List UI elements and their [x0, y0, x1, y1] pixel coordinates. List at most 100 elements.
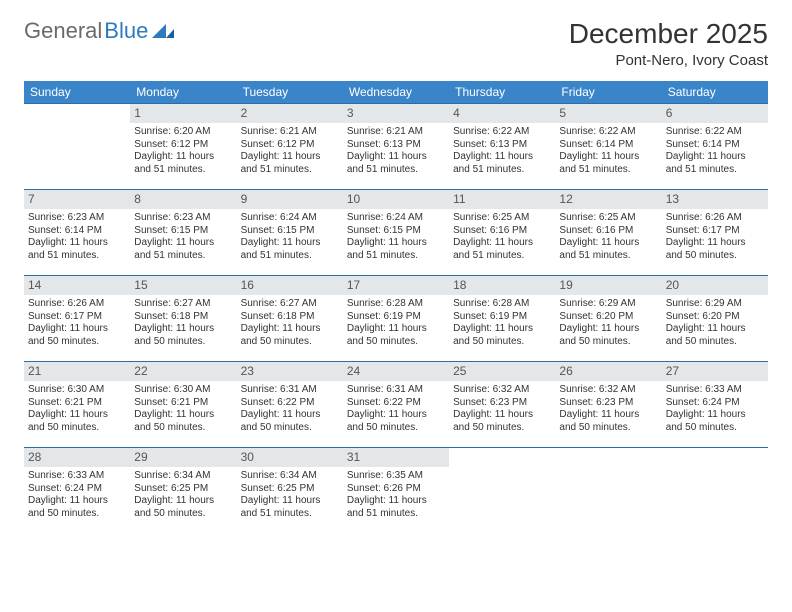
sunset-text: Sunset: 6:12 PM	[241, 139, 339, 152]
daylight-text: Daylight: 11 hours and 50 minutes.	[134, 495, 232, 520]
sunrise-text: Sunrise: 6:34 AM	[241, 470, 339, 483]
daylight-text: Daylight: 11 hours and 50 minutes.	[134, 409, 232, 434]
day-number: 13	[662, 190, 768, 209]
daylight-text: Daylight: 11 hours and 51 minutes.	[453, 151, 551, 176]
daylight-text: Daylight: 11 hours and 51 minutes.	[347, 151, 445, 176]
week-row: 1Sunrise: 6:20 AMSunset: 6:12 PMDaylight…	[24, 104, 768, 190]
sunset-text: Sunset: 6:21 PM	[28, 397, 126, 410]
empty-cell	[662, 448, 768, 534]
sunset-text: Sunset: 6:13 PM	[453, 139, 551, 152]
sunset-text: Sunset: 6:16 PM	[453, 225, 551, 238]
day-cell: 21 Sunrise: 6:30 AMSunset: 6:21 PMDayligh…	[24, 362, 130, 448]
daylight-text: Daylight: 11 hours and 50 minutes.	[134, 323, 232, 348]
weekday-header-row: SundayMondayTuesdayWednesdayThursdayFrid…	[24, 81, 768, 104]
daylight-text: Daylight: 11 hours and 50 minutes.	[559, 409, 657, 434]
logo-icon	[152, 18, 174, 44]
sunset-text: Sunset: 6:20 PM	[559, 311, 657, 324]
sunrise-text: Sunrise: 6:26 AM	[28, 298, 126, 311]
weekday-header: Wednesday	[343, 81, 449, 104]
day-cell: 20Sunrise: 6:29 AMSunset: 6:20 PMDayligh…	[662, 276, 768, 362]
logo-text-2: Blue	[104, 18, 148, 44]
day-number: 17	[343, 276, 449, 295]
calendar-table: SundayMondayTuesdayWednesdayThursdayFrid…	[24, 81, 768, 534]
daylight-text: Daylight: 11 hours and 51 minutes.	[347, 237, 445, 262]
month-title: December 2025	[569, 18, 768, 50]
daylight-text: Daylight: 11 hours and 50 minutes.	[28, 409, 126, 434]
week-row: 14Sunrise: 6:26 AMSunset: 6:17 PMDayligh…	[24, 276, 768, 362]
sunrise-text: Sunrise: 6:26 AM	[666, 212, 764, 225]
sunrise-text: Sunrise: 6:21 AM	[347, 126, 445, 139]
daylight-text: Daylight: 11 hours and 50 minutes.	[666, 323, 764, 348]
daylight-text: Daylight: 11 hours and 51 minutes.	[28, 237, 126, 262]
sunset-text: Sunset: 6:18 PM	[241, 311, 339, 324]
day-number: 3	[343, 104, 449, 123]
sunrise-text: Sunrise: 6:25 AM	[559, 212, 657, 225]
daylight-text: Daylight: 11 hours and 50 minutes.	[453, 323, 551, 348]
sunset-text: Sunset: 6:23 PM	[453, 397, 551, 410]
sunset-text: Sunset: 6:23 PM	[559, 397, 657, 410]
day-cell: 16Sunrise: 6:27 AMSunset: 6:18 PMDayligh…	[237, 276, 343, 362]
day-cell: 25Sunrise: 6:32 AMSunset: 6:23 PMDayligh…	[449, 362, 555, 448]
daylight-text: Daylight: 11 hours and 50 minutes.	[666, 237, 764, 262]
day-cell: 2Sunrise: 6:21 AMSunset: 6:12 PMDaylight…	[237, 104, 343, 190]
sunrise-text: Sunrise: 6:24 AM	[347, 212, 445, 225]
day-number: 22	[130, 362, 236, 381]
day-cell: 1Sunrise: 6:20 AMSunset: 6:12 PMDaylight…	[130, 104, 236, 190]
daylight-text: Daylight: 11 hours and 50 minutes.	[559, 323, 657, 348]
day-number: 18	[449, 276, 555, 295]
sunrise-text: Sunrise: 6:32 AM	[453, 384, 551, 397]
sunset-text: Sunset: 6:21 PM	[134, 397, 232, 410]
day-cell: 24Sunrise: 6:31 AMSunset: 6:22 PMDayligh…	[343, 362, 449, 448]
sunset-text: Sunset: 6:25 PM	[134, 483, 232, 496]
sunset-text: Sunset: 6:12 PM	[134, 139, 232, 152]
sunset-text: Sunset: 6:15 PM	[134, 225, 232, 238]
day-cell: 8Sunrise: 6:23 AMSunset: 6:15 PMDaylight…	[130, 190, 236, 276]
sunset-text: Sunset: 6:22 PM	[347, 397, 445, 410]
sunset-text: Sunset: 6:20 PM	[666, 311, 764, 324]
day-cell: 30Sunrise: 6:34 AMSunset: 6:25 PMDayligh…	[237, 448, 343, 534]
sunset-text: Sunset: 6:14 PM	[28, 225, 126, 238]
day-cell: 11 Sunrise: 6:25 AMSunset: 6:16 PMDayligh…	[449, 190, 555, 276]
weekday-header: Sunday	[24, 81, 130, 104]
week-row: 28Sunrise: 6:33 AMSunset: 6:24 PMDayligh…	[24, 448, 768, 534]
daylight-text: Daylight: 11 hours and 51 minutes.	[453, 237, 551, 262]
day-number: 4	[449, 104, 555, 123]
sunset-text: Sunset: 6:17 PM	[28, 311, 126, 324]
day-cell: 6Sunrise: 6:22 AMSunset: 6:14 PMDaylight…	[662, 104, 768, 190]
sunset-text: Sunset: 6:13 PM	[347, 139, 445, 152]
day-number: 8	[130, 190, 236, 209]
day-number: 12	[555, 190, 661, 209]
day-number: 6	[662, 104, 768, 123]
day-number: 10	[343, 190, 449, 209]
daylight-text: Daylight: 11 hours and 51 minutes.	[134, 151, 232, 176]
day-number: 11	[449, 190, 555, 209]
weekday-header: Friday	[555, 81, 661, 104]
daylight-text: Daylight: 11 hours and 50 minutes.	[453, 409, 551, 434]
weekday-header: Monday	[130, 81, 236, 104]
sunrise-text: Sunrise: 6:21 AM	[241, 126, 339, 139]
day-cell: 31Sunrise: 6:35 AMSunset: 6:26 PMDayligh…	[343, 448, 449, 534]
empty-cell	[24, 104, 130, 190]
calendar-page: GeneralBlue December 2025 Pont-Nero, Ivo…	[0, 0, 792, 552]
sunset-text: Sunset: 6:22 PM	[241, 397, 339, 410]
day-cell: 27Sunrise: 6:33 AMSunset: 6:24 PMDayligh…	[662, 362, 768, 448]
title-block: December 2025 Pont-Nero, Ivory Coast	[569, 18, 768, 69]
sunrise-text: Sunrise: 6:30 AM	[28, 384, 126, 397]
day-number: 21	[24, 362, 130, 381]
sunset-text: Sunset: 6:25 PM	[241, 483, 339, 496]
sunset-text: Sunset: 6:18 PM	[134, 311, 232, 324]
day-cell: 14Sunrise: 6:26 AMSunset: 6:17 PMDayligh…	[24, 276, 130, 362]
sunrise-text: Sunrise: 6:22 AM	[666, 126, 764, 139]
sunrise-text: Sunrise: 6:31 AM	[347, 384, 445, 397]
day-number: 7	[24, 190, 130, 209]
logo: GeneralBlue	[24, 18, 174, 44]
sunset-text: Sunset: 6:19 PM	[347, 311, 445, 324]
sunrise-text: Sunrise: 6:22 AM	[559, 126, 657, 139]
sunrise-text: Sunrise: 6:25 AM	[453, 212, 551, 225]
daylight-text: Daylight: 11 hours and 50 minutes.	[28, 495, 126, 520]
day-number: 30	[237, 448, 343, 467]
day-number: 1	[130, 104, 236, 123]
sunrise-text: Sunrise: 6:23 AM	[28, 212, 126, 225]
sunset-text: Sunset: 6:19 PM	[453, 311, 551, 324]
sunset-text: Sunset: 6:14 PM	[666, 139, 764, 152]
